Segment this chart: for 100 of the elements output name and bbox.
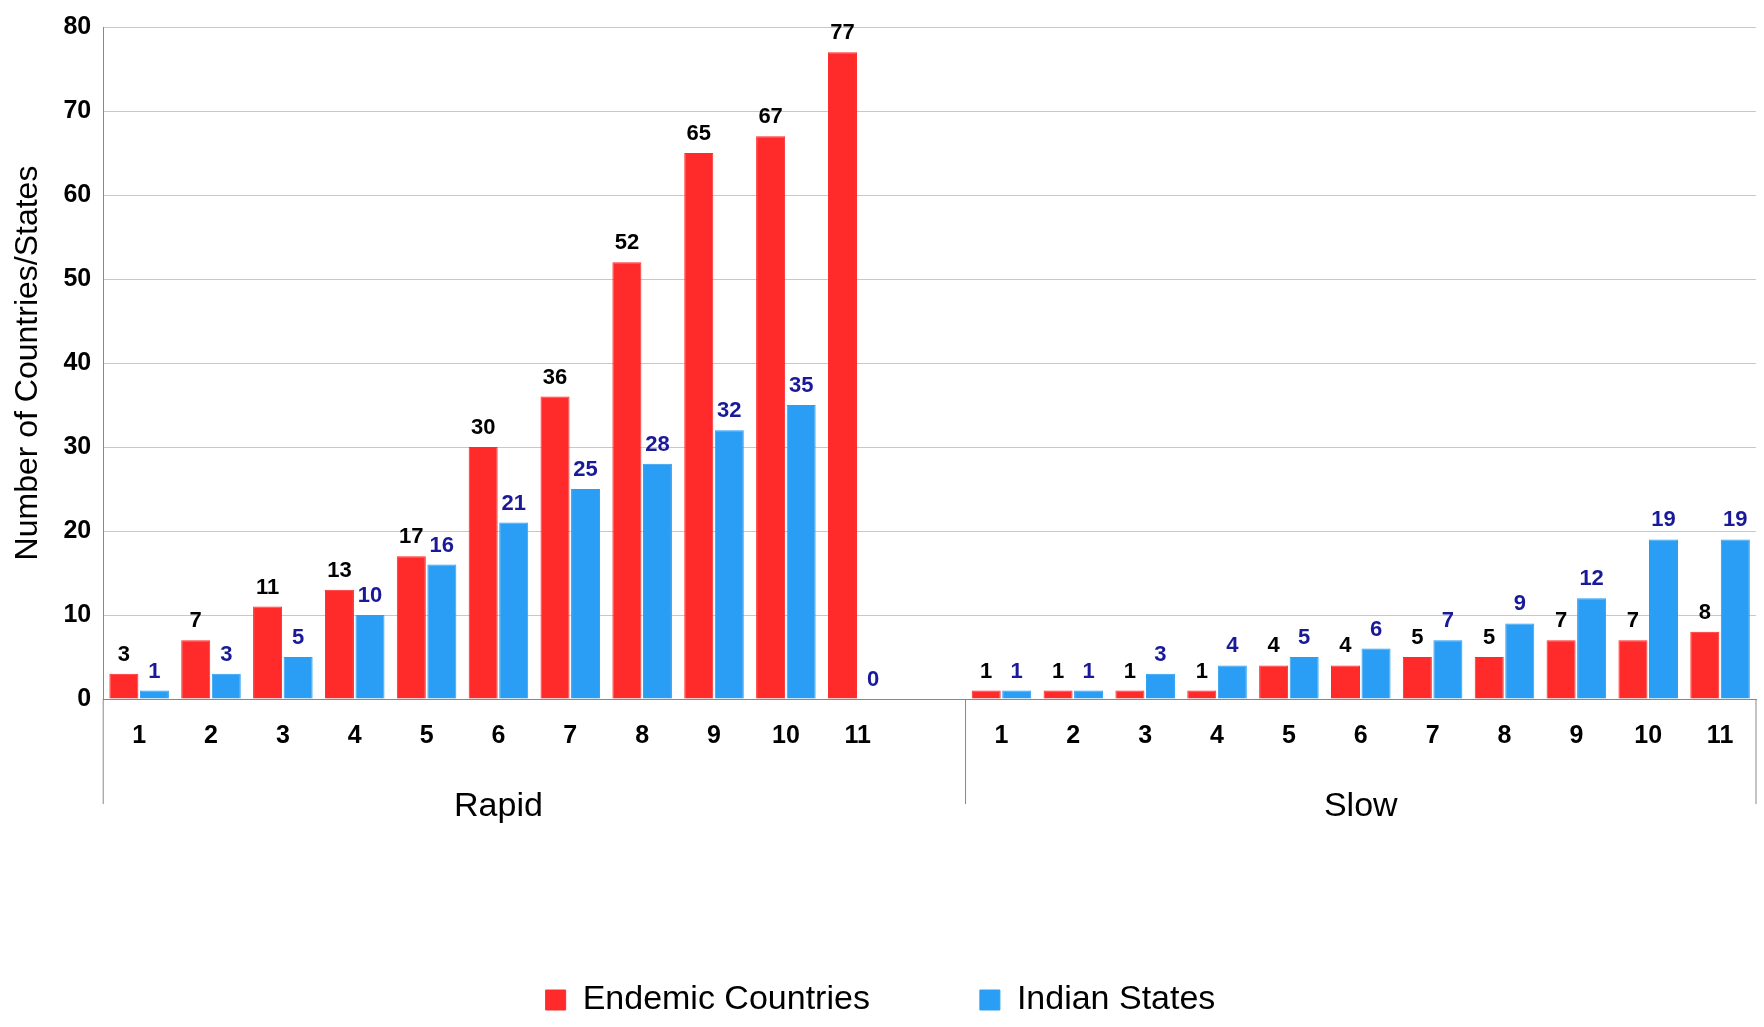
bar bbox=[1402, 657, 1432, 699]
data-label: 5 bbox=[1298, 624, 1311, 650]
bar bbox=[1474, 657, 1504, 699]
bar bbox=[1433, 640, 1463, 699]
data-label: 3 bbox=[117, 640, 130, 666]
legend-label: Indian States bbox=[1016, 978, 1216, 1017]
data-label: 3 bbox=[220, 640, 233, 666]
bar bbox=[827, 52, 857, 699]
x-tick-label: 9 bbox=[707, 719, 721, 748]
bar bbox=[714, 430, 744, 699]
bar bbox=[253, 606, 283, 699]
y-tick-label: 60 bbox=[63, 178, 92, 207]
data-label: 67 bbox=[758, 103, 783, 129]
y-tick-label: 20 bbox=[63, 514, 92, 543]
y-tick-label: 80 bbox=[63, 10, 92, 39]
bar bbox=[468, 447, 498, 699]
data-label: 19 bbox=[1651, 506, 1676, 532]
data-label: 32 bbox=[717, 397, 742, 423]
x-tick-label: 4 bbox=[347, 719, 362, 748]
x-tick-label: 4 bbox=[1210, 719, 1225, 748]
y-tick-label: 10 bbox=[63, 598, 92, 627]
bar bbox=[1546, 640, 1576, 699]
data-label: 21 bbox=[501, 489, 526, 515]
legend-label: Endemic Countries bbox=[582, 978, 870, 1017]
y-tick-label: 50 bbox=[63, 262, 92, 291]
x-tick-label: 5 bbox=[1281, 719, 1296, 748]
x-tick-label: 10 bbox=[771, 719, 800, 748]
bar bbox=[1505, 623, 1535, 699]
data-label: 8 bbox=[1698, 598, 1711, 624]
bar bbox=[571, 489, 601, 699]
data-label: 65 bbox=[686, 120, 711, 146]
bar bbox=[1577, 598, 1607, 699]
data-label: 4 bbox=[1267, 632, 1281, 658]
bar bbox=[355, 615, 385, 699]
bar bbox=[1289, 657, 1319, 699]
x-tick-label: 1 bbox=[132, 719, 147, 748]
data-label: 13 bbox=[327, 556, 352, 582]
y-tick-label: 70 bbox=[63, 94, 92, 123]
data-label: 1 bbox=[1010, 657, 1023, 683]
bar bbox=[756, 136, 786, 699]
bar bbox=[1361, 648, 1391, 699]
bar bbox=[1720, 539, 1750, 699]
data-label: 7 bbox=[1554, 607, 1568, 633]
data-label: 9 bbox=[1513, 590, 1526, 616]
bar bbox=[181, 640, 211, 699]
bar bbox=[1217, 665, 1247, 699]
data-label: 3 bbox=[1154, 640, 1167, 666]
data-label: 7 bbox=[189, 607, 202, 633]
data-label: 6 bbox=[1369, 615, 1383, 641]
data-label: 0 bbox=[866, 666, 880, 692]
text: Slow bbox=[1323, 785, 1399, 824]
bar bbox=[427, 564, 457, 699]
data-label: 77 bbox=[830, 19, 855, 45]
x-tick-label: 2 bbox=[204, 719, 218, 748]
data-label: 1 bbox=[1082, 657, 1095, 683]
data-label: 12 bbox=[1579, 565, 1604, 591]
bar bbox=[324, 589, 354, 699]
data-label: 25 bbox=[573, 456, 598, 482]
data-label: 4 bbox=[1226, 632, 1240, 658]
bar bbox=[642, 463, 672, 699]
data-label: 28 bbox=[645, 430, 670, 456]
data-label: 17 bbox=[399, 523, 424, 549]
x-tick-label: 11 bbox=[1706, 719, 1734, 748]
text: Rapid bbox=[454, 785, 543, 824]
x-tick-label: 9 bbox=[1569, 719, 1584, 748]
x-tick-label: 7 bbox=[563, 719, 578, 748]
x-tick-label: 2 bbox=[1066, 719, 1081, 748]
data-label: 10 bbox=[357, 582, 383, 608]
bar bbox=[786, 405, 816, 699]
bar bbox=[1618, 640, 1648, 699]
data-label: 1 bbox=[148, 657, 161, 683]
x-tick-label: 6 bbox=[1353, 719, 1368, 748]
x-tick-label: 1 bbox=[994, 719, 1009, 748]
data-label: 5 bbox=[292, 624, 305, 650]
data-label: 35 bbox=[788, 372, 814, 398]
data-label: 19 bbox=[1723, 506, 1748, 532]
data-label: 11 bbox=[255, 573, 280, 599]
data-label: 30 bbox=[470, 414, 496, 440]
y-tick-label: 0 bbox=[77, 682, 92, 711]
data-label: 1 bbox=[1123, 657, 1137, 683]
bar bbox=[1690, 631, 1720, 699]
data-label: 1 bbox=[980, 657, 993, 683]
data-label: 7 bbox=[1441, 607, 1455, 633]
x-tick-label: 6 bbox=[491, 719, 506, 748]
x-tick-label: 8 bbox=[635, 719, 650, 748]
data-label: 1 bbox=[1051, 657, 1065, 683]
data-label: 16 bbox=[429, 531, 455, 557]
x-tick-label: 3 bbox=[1138, 719, 1153, 748]
x-tick-label: 11 bbox=[844, 719, 872, 748]
x-tick-label: 3 bbox=[275, 719, 290, 748]
y-tick-label: 40 bbox=[63, 346, 92, 375]
y-tick-label: 30 bbox=[63, 430, 92, 459]
bar bbox=[1259, 665, 1289, 699]
x-tick-label: 5 bbox=[419, 719, 434, 748]
data-label: 1 bbox=[1195, 657, 1208, 683]
bar bbox=[396, 556, 426, 699]
x-tick-label: 10 bbox=[1634, 719, 1663, 748]
bar bbox=[211, 673, 241, 699]
bar bbox=[1145, 673, 1175, 699]
bar bbox=[1330, 665, 1360, 699]
